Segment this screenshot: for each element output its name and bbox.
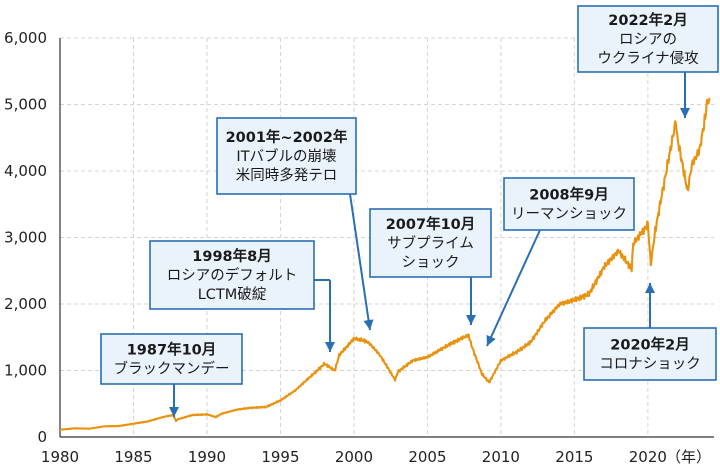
y-tick-label: 1,000 (4, 362, 47, 380)
annotation-arrow (486, 229, 541, 347)
annotation-text: LCTM破綻 (198, 286, 267, 303)
annotation-text: ロシアの (619, 32, 677, 48)
arrow-head-icon (363, 319, 374, 330)
annotation-text: 2022年2月 (608, 11, 687, 29)
annotations: 1987年10月ブラックマンデー1998年8月ロシアのデフォルトLCTM破綻20… (100, 5, 719, 417)
annotation-text: 1998年8月 (192, 247, 271, 265)
x-tick-label: 1990 (188, 448, 226, 466)
arrow-head-icon (486, 334, 496, 346)
tick-labels: 0 1,000 2,000 3,000 4,000 5,000 6,000 1980 1985 1… (4, 29, 667, 466)
annotation-box (216, 117, 357, 195)
annotation-text: ブラックマンデー (114, 360, 230, 378)
y-tick-label: 0 (37, 428, 47, 446)
annotation-text: ウクライナ侵攻 (597, 50, 699, 67)
annotation-box (577, 5, 719, 73)
arrow-head-icon (325, 342, 335, 352)
annotation-box (503, 177, 635, 231)
x-tick-label: 2020 (629, 448, 667, 466)
series-group (59, 97, 711, 431)
x-axis-unit-label: （年） (666, 448, 711, 466)
annotation-text: 2001年~2002年 (226, 128, 348, 146)
annotation-text: 1987年10月 (127, 341, 217, 359)
x-tick-label: 1980 (41, 448, 79, 466)
annotation-text: リーマンショック (511, 206, 627, 223)
arrow-head-icon (466, 315, 476, 325)
x-tick-label: 2015 (555, 448, 593, 466)
x-tick-label: 2010 (482, 448, 520, 466)
x-tick-label: 2000 (335, 448, 373, 466)
annotation-text: 2020年2月 (610, 336, 689, 354)
annotation-text: コロナショック (599, 356, 701, 373)
x-tick-label: 2005 (408, 448, 446, 466)
annotation-text: ITバブルの崩壊 (236, 147, 336, 165)
annotation-text: ショック (402, 254, 460, 271)
y-tick-label: 3,000 (4, 229, 47, 247)
arrow-head-icon (645, 283, 655, 293)
arrow-head-icon (680, 108, 690, 118)
annotation-arrow (349, 193, 371, 331)
annotation-box (369, 208, 492, 278)
y-tick-label: 5,000 (4, 96, 47, 114)
annotation-text: ロシアのデフォルト (167, 266, 298, 284)
annotation-box (100, 333, 243, 385)
axes (59, 38, 714, 438)
series-line (59, 97, 711, 431)
annotation-box (149, 240, 315, 310)
y-tick-label: 4,000 (4, 162, 47, 180)
annotation-text: 2007年10月 (386, 215, 476, 233)
annotation-text: 2008年9月 (529, 186, 608, 204)
annotation-text: サブプライム (387, 234, 474, 252)
annotation-box (583, 327, 717, 381)
x-tick-label: 1995 (261, 448, 299, 466)
annotation-text: 米同時多発テロ (236, 167, 338, 184)
y-tick-label: 2,000 (4, 295, 47, 313)
arrow-head-icon (169, 407, 179, 417)
x-tick-label: 1985 (114, 448, 152, 466)
y-tick-label: 6,000 (4, 29, 47, 47)
